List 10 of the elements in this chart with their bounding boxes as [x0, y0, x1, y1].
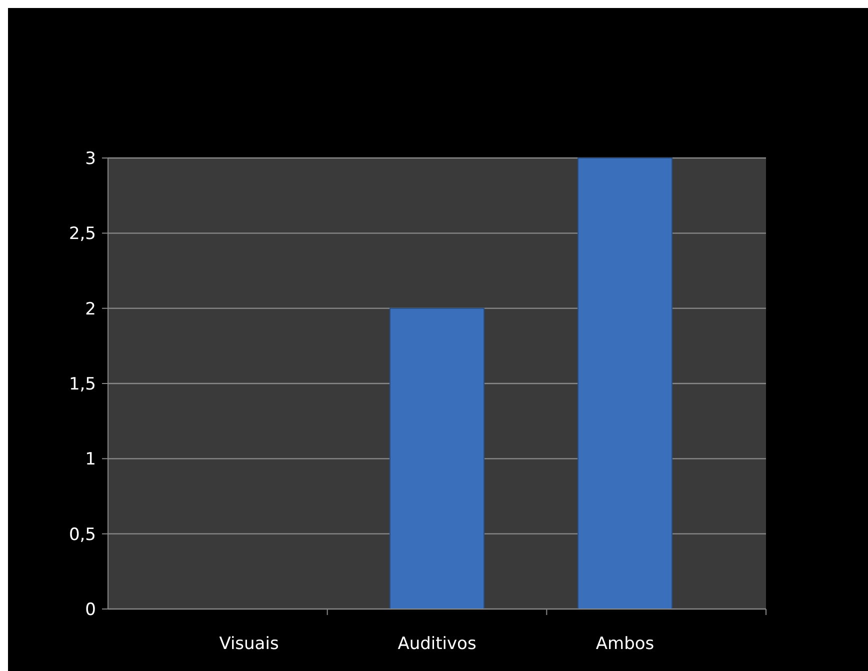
y-tick-label: 0,5 [68, 524, 96, 545]
y-tick-label: 1 [85, 450, 96, 470]
y-tick-label: 2 [85, 299, 96, 320]
x-tick-label: Ambos [596, 634, 654, 654]
y-tick-label: 1,5 [68, 374, 96, 394]
x-tick-label: Auditivos [398, 634, 476, 654]
y-tick-label: 0 [85, 600, 96, 620]
y-tick-label: 3 [85, 148, 96, 169]
y-tick-label: 2,5 [68, 224, 96, 244]
x-tick-label: Visuais [219, 634, 279, 654]
